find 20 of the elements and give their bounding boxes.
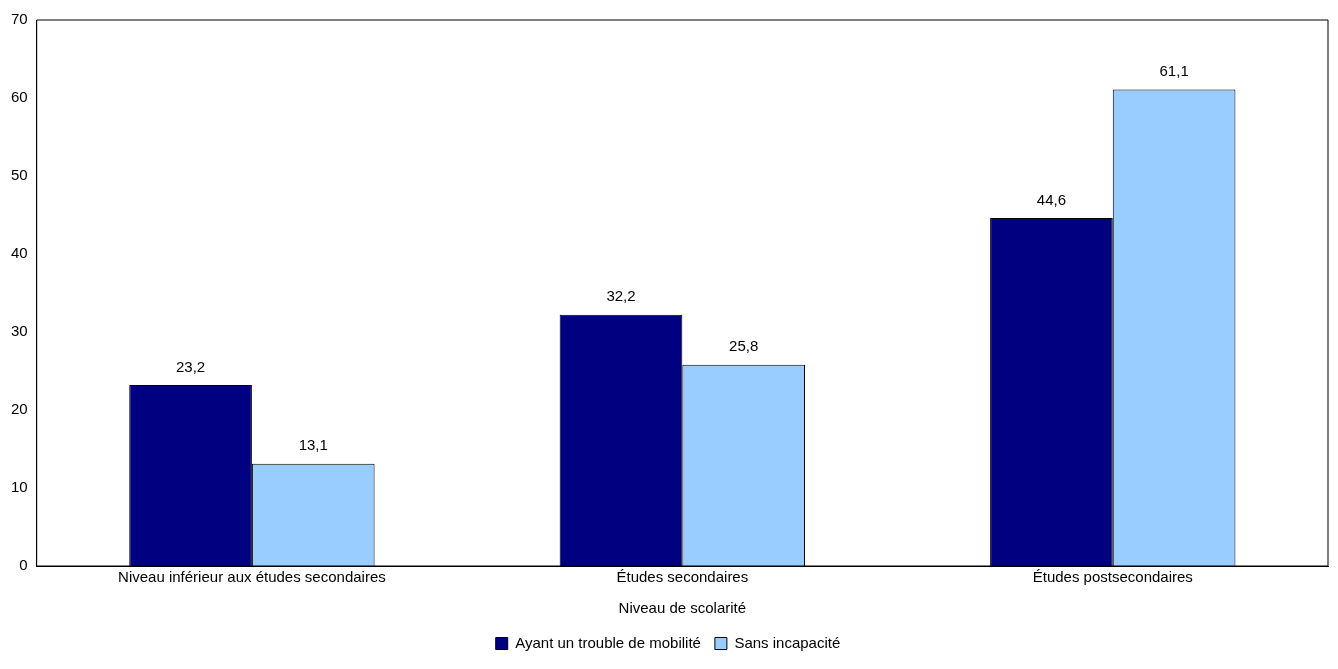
y-tick-label: 0 (19, 556, 28, 574)
data-label: 23,2 (175, 357, 206, 375)
x-axis-title: Niveau de scolarité (618, 599, 747, 617)
y-tick-label: 20 (11, 400, 28, 418)
y-tick-label: 60 (11, 88, 28, 106)
y-tick-label: 70 (11, 10, 28, 28)
data-label: 61,1 (1159, 62, 1189, 80)
x-tick-label: Études secondaires (616, 568, 749, 586)
y-tick-label: 30 (11, 322, 28, 340)
data-label: 32,2 (606, 287, 636, 305)
y-tick-label: 10 (11, 478, 28, 496)
legend-label: Sans incapacité (734, 633, 841, 651)
x-tick-label: Niveau inférieur aux études secondaires (118, 568, 386, 586)
x-tick-label: Études postsecondaires (1032, 568, 1193, 586)
data-label: 13,1 (298, 436, 328, 454)
legend-label: Ayant un trouble de mobilité (515, 633, 701, 651)
y-tick-label: 50 (11, 166, 28, 184)
data-label: 44,6 (1036, 190, 1067, 208)
y-tick-label: 40 (11, 244, 28, 262)
data-label: 25,8 (729, 337, 759, 355)
